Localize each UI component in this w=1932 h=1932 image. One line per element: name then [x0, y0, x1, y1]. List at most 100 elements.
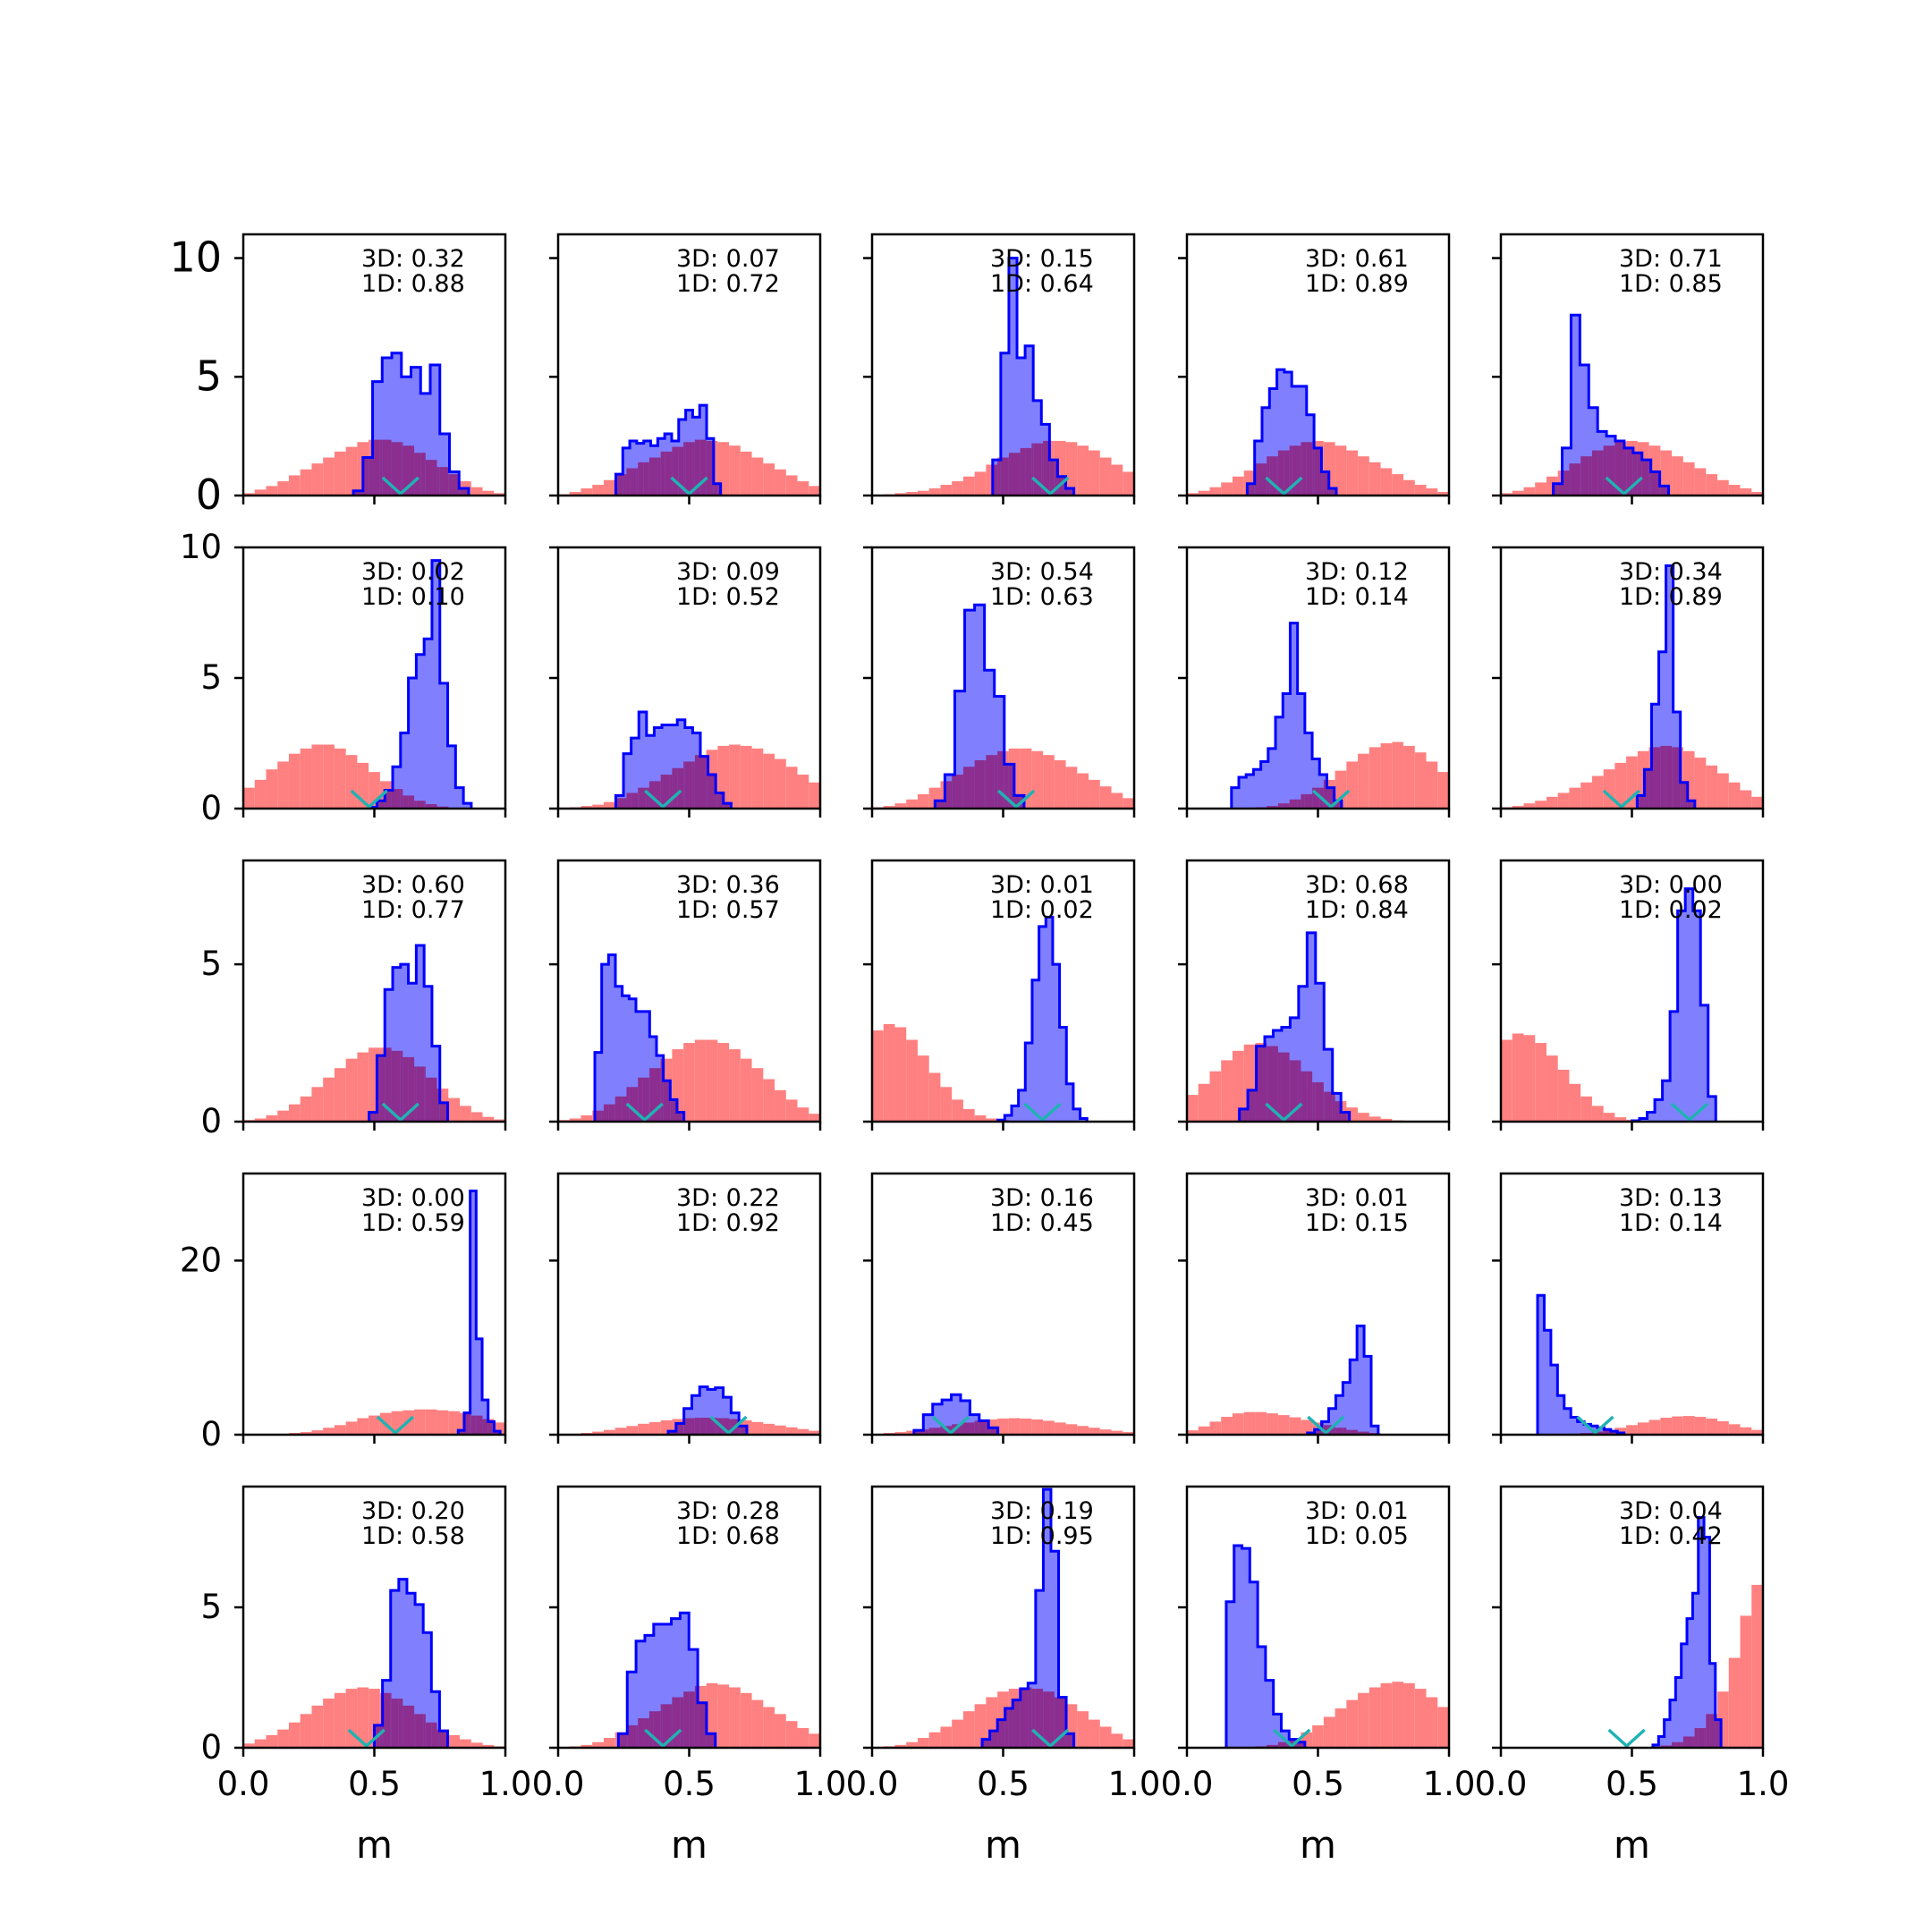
red-bar: [809, 1733, 820, 1748]
red-bar: [1523, 487, 1536, 496]
true-value-marker: [1265, 476, 1303, 496]
overlap-bar: [988, 1428, 998, 1435]
red-bar: [1187, 1095, 1199, 1122]
red-bar: [1123, 1739, 1134, 1748]
true-value-marker: [1265, 1102, 1303, 1122]
overlap-bar: [1632, 453, 1638, 496]
red-bar: [1346, 450, 1359, 496]
overlap-bar: [1623, 447, 1627, 496]
overlap-bar: [1033, 443, 1042, 496]
red-bar: [706, 1039, 718, 1122]
red-bar: [785, 767, 798, 809]
red-bar: [626, 1426, 639, 1435]
red-bar: [1221, 482, 1233, 496]
annotation-3d: 3D: 0.60: [361, 871, 465, 899]
red-bar: [917, 1055, 929, 1122]
overlap-bar: [1255, 463, 1262, 496]
overlap-bar: [723, 1418, 730, 1435]
overlap-bar: [627, 1724, 637, 1748]
y-tick-label: 5: [200, 1588, 222, 1626]
annotation-1d: 1D: 0.92: [676, 1209, 780, 1237]
red-bar: [1232, 1413, 1244, 1435]
overlap-bar: [648, 1711, 654, 1748]
annotation-1d: 1D: 0.45: [990, 1209, 1094, 1237]
red-bar: [928, 1072, 941, 1122]
red-bar: [1380, 468, 1393, 496]
blue-histogram-fill: [1538, 1295, 1624, 1435]
annotation-1d: 1D: 0.89: [1619, 583, 1723, 611]
overlap-bar: [997, 1719, 1005, 1748]
red-bar: [1392, 1682, 1404, 1748]
overlap-bar: [425, 1722, 432, 1748]
red-bar: [751, 1699, 764, 1748]
red-bar: [1512, 806, 1524, 809]
blue-histogram-outline: [456, 1189, 502, 1435]
red-bar: [1089, 779, 1100, 809]
overlap-bar: [482, 1419, 488, 1435]
overlap-bar: [1013, 795, 1021, 809]
x-axis-label: m: [356, 1823, 393, 1867]
overlap-bar: [717, 792, 724, 809]
annotation-1d: 1D: 0.85: [1619, 270, 1723, 298]
red-bar: [740, 1692, 752, 1748]
x-tick-label: 0.5: [1606, 1765, 1658, 1803]
overlap-bar: [1243, 1108, 1249, 1122]
red-bar: [266, 486, 278, 496]
red-bar: [1277, 1415, 1290, 1435]
red-bar: [928, 1732, 941, 1748]
overlap-bar: [459, 488, 461, 496]
red-bar: [1043, 1420, 1055, 1435]
overlap-bar: [997, 750, 1004, 809]
red-bar: [254, 1739, 267, 1748]
overlap-bar: [676, 1112, 684, 1122]
overlap-bar: [642, 1077, 649, 1122]
red-bar: [1089, 1428, 1100, 1435]
red-bar: [1392, 474, 1404, 496]
red-bar: [1008, 1418, 1021, 1435]
red-bar: [592, 804, 604, 809]
red-bar: [751, 1068, 764, 1122]
overlap-bar: [1000, 457, 1009, 496]
overlap-bar: [1273, 1744, 1278, 1748]
overlap-bar: [406, 1705, 415, 1748]
overlap-bar: [382, 1692, 391, 1748]
blue-histogram-fill: [1631, 888, 1716, 1122]
true-value-marker: [350, 789, 388, 809]
red-bar: [1077, 773, 1089, 809]
overlap-bar: [379, 1724, 383, 1748]
red-bar: [1717, 1420, 1729, 1435]
overlap-bar: [382, 439, 392, 496]
red-bar: [614, 1428, 627, 1435]
overlap-bar: [425, 460, 431, 496]
annotation-1d: 1D: 0.02: [990, 896, 1094, 924]
red-bar: [288, 475, 301, 496]
red-bar: [603, 1738, 615, 1748]
red-bar: [1346, 1699, 1359, 1748]
red-bar: [448, 1734, 461, 1748]
overlap-bar: [740, 1426, 747, 1435]
red-bar: [1077, 1426, 1089, 1435]
x-axis-label: m: [1300, 1823, 1336, 1867]
red-bar: [962, 1108, 975, 1122]
overlap-bar: [989, 1731, 998, 1748]
red-bar: [311, 744, 324, 809]
annotation-3d: 3D: 0.12: [1305, 558, 1409, 586]
annotation-1d: 1D: 0.59: [361, 1209, 465, 1237]
red-bar: [277, 1110, 289, 1122]
true-value-marker: [1602, 789, 1640, 809]
overlap-bar: [657, 457, 661, 496]
overlap-bar: [1281, 1741, 1290, 1748]
red-bar: [1065, 442, 1078, 496]
overlap-bar: [1328, 488, 1335, 496]
blue-histogram-fill: [982, 1489, 1074, 1748]
overlap-bar: [1248, 1089, 1256, 1122]
red-bar: [1740, 790, 1752, 809]
annotation-3d: 3D: 0.01: [1305, 1184, 1409, 1212]
overlap-bar: [729, 1419, 732, 1435]
red-bar: [1414, 1689, 1427, 1748]
